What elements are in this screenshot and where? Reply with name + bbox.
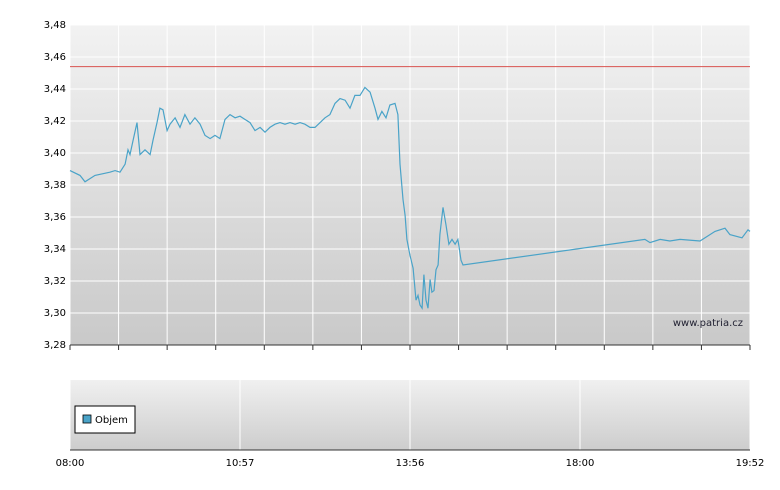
- y-tick-label: 3,44: [44, 84, 66, 95]
- y-tick-label: 3,48: [44, 20, 66, 31]
- x-tick-label: 18:00: [566, 458, 595, 469]
- legend-label: Objem: [95, 415, 128, 426]
- y-tick-label: 3,28: [44, 340, 66, 351]
- x-tick-label: 10:57: [226, 458, 255, 469]
- y-tick-label: 3,38: [44, 180, 66, 191]
- y-tick-label: 3,34: [44, 244, 66, 255]
- y-tick-label: 3,40: [44, 148, 66, 159]
- x-tick-label: 19:52: [736, 458, 765, 469]
- y-tick-label: 3,36: [44, 212, 66, 223]
- price-line: [69, 86, 751, 311]
- x-tick-label: 08:00: [56, 458, 85, 469]
- y-tick-label: 3,30: [44, 308, 66, 319]
- x-tick-label: 13:56: [396, 458, 425, 469]
- legend-swatch: [82, 414, 92, 424]
- y-tick-label: 3,46: [44, 52, 66, 63]
- watermark: www.patria.cz: [673, 318, 743, 329]
- y-tick-label: 3,32: [44, 276, 66, 287]
- y-tick-label: 3,42: [44, 116, 66, 127]
